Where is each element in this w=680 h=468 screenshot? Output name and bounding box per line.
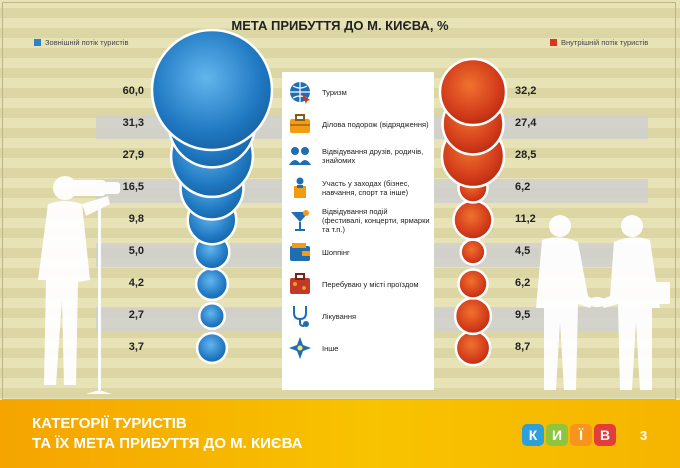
external-value-label: 60,0	[122, 85, 144, 97]
external-value-label: 2,7	[128, 309, 144, 321]
category-label: Перебуваю у місті проїздом	[322, 279, 419, 289]
people-icon	[289, 147, 311, 165]
stethoscope-icon	[293, 306, 309, 327]
category-label: Лікування	[322, 311, 357, 321]
external-value-label: 16,5	[122, 181, 144, 193]
external-bubble	[198, 302, 226, 330]
internal-value-label: 9,5	[515, 309, 531, 321]
footer-title-line1: КАТЕГОРІЇ ТУРИСТІВ	[32, 415, 187, 432]
external-bubble	[194, 266, 230, 302]
category-label: Участь у заходах (бізнес, навчання, спор…	[322, 179, 410, 197]
external-bubble	[195, 331, 229, 365]
internal-bubble	[459, 238, 487, 266]
logo-letter: И	[546, 424, 568, 446]
external-value-label: 4,2	[128, 277, 144, 289]
internal-value-label: 4,5	[515, 245, 531, 257]
external-bubble	[150, 28, 274, 152]
legend-external: Зовнішній потік туристів	[34, 38, 129, 47]
logo-letter: Ї	[570, 424, 592, 446]
suitcase-icon	[290, 273, 310, 294]
external-value-label: 27,9	[122, 149, 144, 161]
internal-value-label: 11,2	[515, 213, 536, 225]
legend-internal: Внутрішній потік туристів	[550, 38, 648, 47]
internal-value-label: 6,2	[515, 277, 531, 289]
legend-external-label: Зовнішній потік туристів	[45, 38, 129, 47]
category-label: Відвідування друзів, родичів, знайомих	[322, 147, 424, 165]
category-label: Відвідування подій (фестивалі, концерти,…	[322, 206, 430, 234]
internal-bubble	[457, 268, 489, 300]
star-icon	[289, 337, 311, 359]
speaker-icon	[294, 177, 306, 198]
legend-internal-label: Внутрішній потік туристів	[561, 38, 649, 47]
internal-bubble	[438, 57, 508, 127]
cocktail-icon	[291, 210, 309, 231]
category-label: Туризм	[322, 87, 347, 97]
legend-internal-swatch	[550, 39, 557, 46]
external-value-label: 5,0	[128, 245, 144, 257]
kyiv-logo: К И Ї В	[522, 424, 616, 446]
category-label: Інше	[322, 343, 339, 353]
photographer-silhouette-icon	[38, 176, 120, 394]
logo-letter: К	[522, 424, 544, 446]
globe-icon	[290, 82, 310, 104]
internal-value-label: 32,2	[515, 85, 537, 97]
handshake-silhouette-icon	[536, 215, 670, 390]
internal-bubble	[452, 199, 494, 241]
footer-title-line2: ТА ЇХ МЕТА ПРИБУТТЯ ДО М. КИЄВА	[32, 435, 303, 452]
wallet-icon	[290, 243, 310, 261]
external-value-label: 9,8	[128, 213, 144, 225]
page-number: 3	[640, 428, 648, 443]
chart-title: МЕТА ПРИБУТТЯ ДО М. КИЄВА, %	[231, 18, 449, 33]
internal-value-label: 6,2	[515, 181, 531, 193]
legend-external-swatch	[34, 39, 41, 46]
internal-value-label: 27,4	[515, 117, 537, 129]
internal-bubble	[454, 329, 492, 367]
external-value-label: 31,3	[122, 117, 144, 129]
briefcase-icon	[290, 114, 310, 133]
internal-bubble	[453, 296, 493, 336]
internal-value-label: 8,7	[515, 341, 531, 353]
footer-title: КАТЕГОРІЇ ТУРИСТІВ ТА ЇХ МЕТА ПРИБУТТЯ Д…	[32, 414, 303, 454]
external-value-label: 3,7	[128, 341, 144, 353]
category-label: Ділова подорож (відрядження)	[322, 119, 429, 129]
logo-letter: В	[594, 424, 616, 446]
category-label: Шоппінг	[322, 247, 350, 257]
internal-value-label: 28,5	[515, 149, 537, 161]
